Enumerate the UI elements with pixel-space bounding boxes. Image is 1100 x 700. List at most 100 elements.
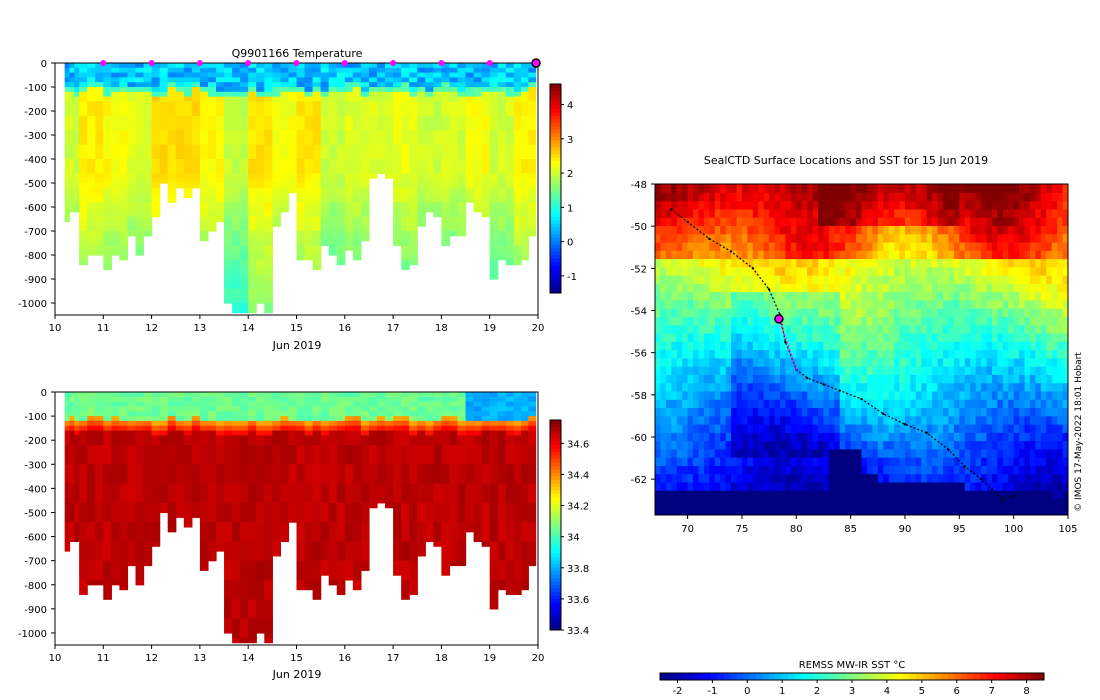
section-cell — [240, 183, 249, 189]
section-cell — [441, 425, 451, 432]
section-cell — [336, 250, 346, 256]
section-cell — [256, 493, 265, 499]
section-cell — [360, 498, 370, 504]
section-cell — [401, 488, 410, 494]
section-cell — [272, 478, 281, 485]
section-cell — [401, 240, 410, 246]
section-cell — [320, 63, 330, 69]
sst-cell — [725, 498, 732, 508]
section-cell — [87, 493, 96, 499]
section-cell — [143, 115, 153, 122]
section-cell — [352, 560, 362, 567]
section-cell — [441, 483, 451, 489]
section-cell — [207, 149, 217, 155]
section-cell — [240, 67, 249, 74]
section-cell — [401, 430, 410, 436]
section-cell — [280, 197, 290, 203]
section-cell — [232, 207, 241, 213]
section-cell — [95, 445, 104, 451]
section-cell — [328, 226, 338, 232]
colorbar-segment — [550, 233, 561, 238]
section-cell — [69, 111, 75, 117]
section-cell — [183, 411, 193, 417]
section-cell — [336, 216, 346, 222]
section-cell — [175, 478, 185, 485]
section-cell — [127, 216, 137, 222]
section-cell — [360, 445, 370, 451]
section-cell — [441, 130, 451, 136]
section-cell — [401, 449, 410, 456]
sst-cell — [888, 498, 895, 508]
section-cell — [320, 416, 330, 422]
x-tick-label: 16 — [338, 653, 351, 664]
section-cell — [127, 231, 137, 237]
sst-cell — [839, 498, 846, 508]
section-cell — [465, 72, 475, 78]
section-cell — [352, 144, 362, 150]
section-cell — [79, 178, 88, 184]
section-cell — [256, 440, 265, 446]
section-cell — [151, 512, 161, 518]
section-cell — [127, 406, 137, 412]
section-cell — [320, 235, 330, 242]
section-cell — [304, 473, 314, 480]
section-cell — [232, 401, 241, 408]
section-cell — [505, 144, 515, 150]
colorbar-segment — [550, 181, 561, 186]
section-cell — [256, 231, 265, 237]
section-cell — [320, 173, 330, 179]
section-cell — [191, 440, 201, 446]
section-cell — [409, 541, 418, 547]
section-cell — [385, 67, 394, 74]
section-cell — [127, 139, 137, 146]
section-cell — [360, 173, 370, 179]
section-cell — [167, 120, 177, 126]
section-cell — [135, 416, 145, 422]
section-cell — [457, 96, 467, 102]
section-cell — [336, 139, 346, 146]
section-cell — [473, 430, 483, 436]
section-cell — [79, 245, 88, 251]
section-cell — [336, 101, 346, 107]
section-cell — [336, 221, 346, 227]
section-cell — [232, 202, 241, 208]
section-cell — [151, 536, 161, 542]
section-cell — [497, 555, 507, 562]
section-cell — [64, 67, 71, 74]
section-cell — [95, 144, 104, 150]
section-cell — [272, 416, 281, 422]
sst-cell — [682, 498, 689, 508]
section-cell — [256, 106, 265, 112]
section-cell — [409, 163, 418, 170]
section-cell — [199, 72, 209, 78]
section-cell — [207, 144, 217, 150]
section-cell — [191, 498, 201, 504]
section-cell — [352, 154, 362, 160]
section-cell — [240, 298, 249, 304]
section-cell — [296, 493, 306, 499]
section-cell — [183, 396, 193, 403]
section-cell — [401, 435, 410, 441]
section-cell — [240, 478, 249, 485]
section-cell — [433, 406, 442, 412]
section-cell — [497, 115, 507, 122]
colorbar-segment — [550, 427, 561, 431]
section-cell — [489, 488, 499, 494]
section-cell — [368, 144, 378, 150]
sst-cell — [894, 490, 901, 500]
section-cell — [481, 517, 491, 523]
section-cell — [79, 430, 88, 436]
section-cell — [151, 440, 161, 446]
section-cell — [409, 565, 418, 571]
section-cell — [393, 459, 402, 465]
section-cell — [79, 259, 88, 266]
section-cell — [433, 183, 442, 189]
section-cell — [272, 139, 281, 146]
section-cell — [320, 459, 330, 465]
section-cell — [481, 163, 491, 170]
section-cell — [272, 449, 281, 456]
section-cell — [320, 207, 330, 213]
section-cell — [473, 77, 483, 83]
section-cell — [79, 570, 88, 576]
section-cell — [248, 507, 257, 514]
